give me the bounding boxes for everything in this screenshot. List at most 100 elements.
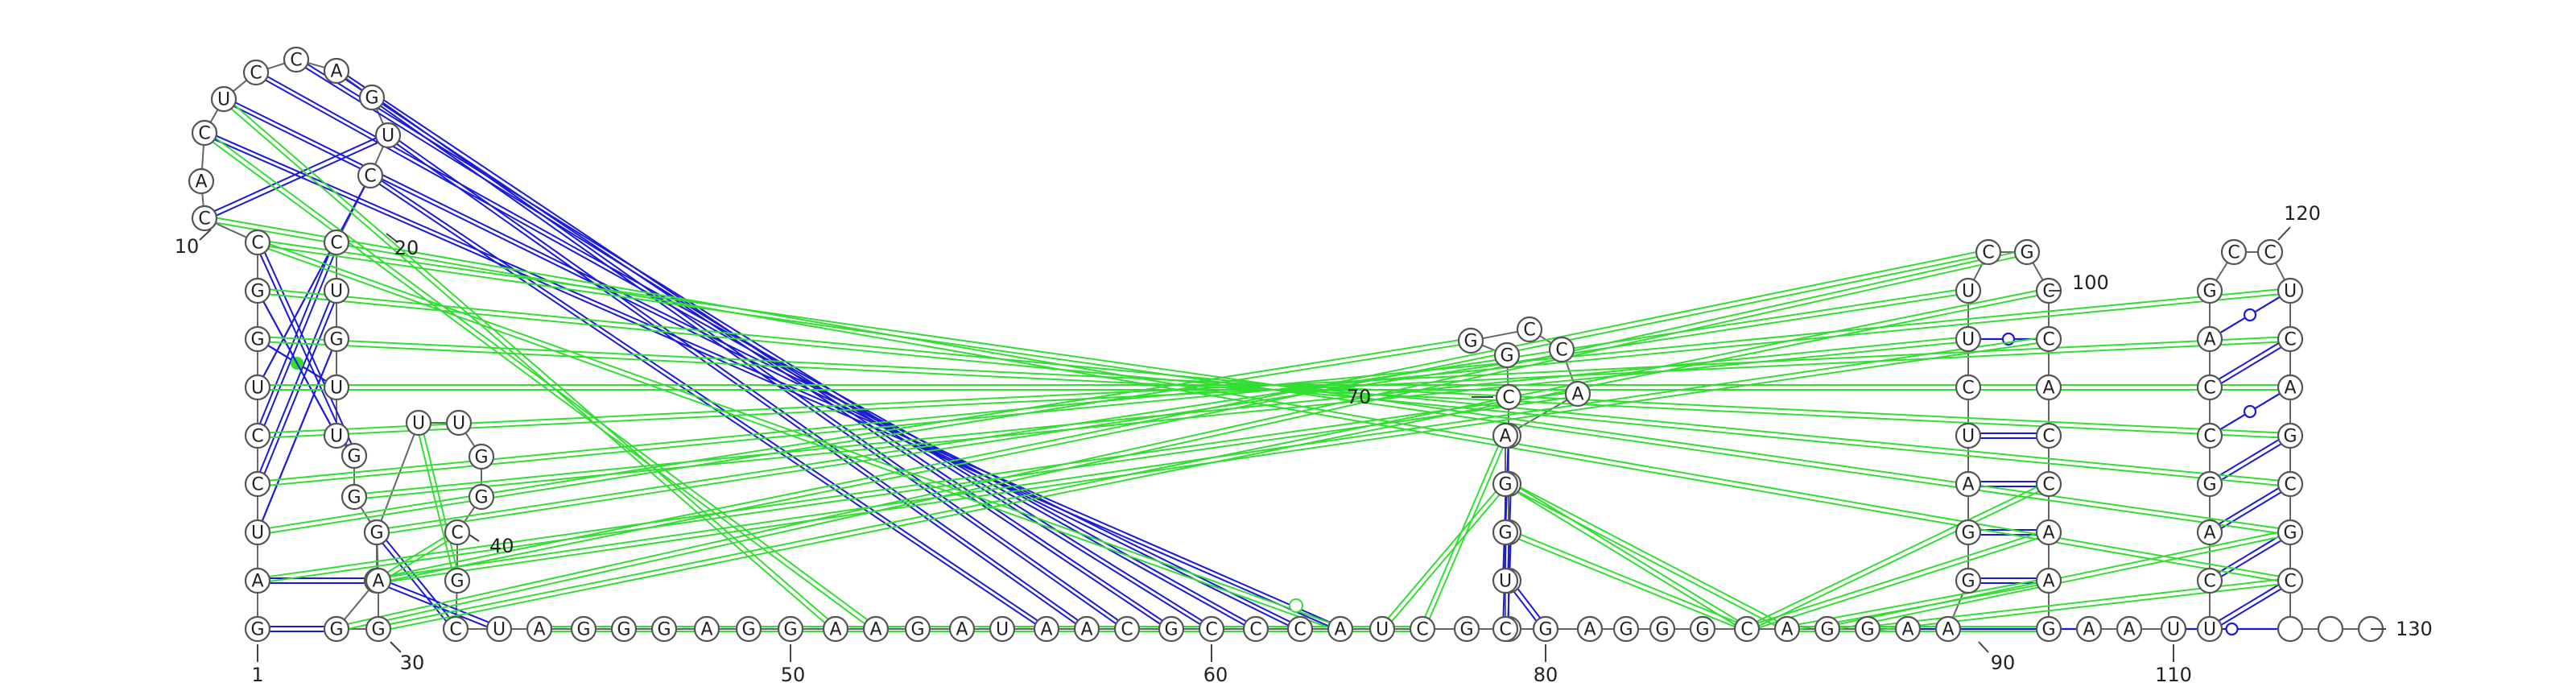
- nucleotide-33: U: [405, 409, 432, 437]
- nucleotide-70: G: [1493, 341, 1521, 369]
- nucleotide-letter: A: [251, 572, 263, 592]
- nucleotide-letter: U: [217, 90, 230, 110]
- nucleotide-16: A: [323, 57, 350, 85]
- nucleotide-letter: G: [783, 620, 797, 640]
- nucleotide-layer: GAUCCUGGCCACUCCAGUCCUGUUGGCGGGAGUUGGCGCU…: [188, 46, 2384, 643]
- numbering-tick: [390, 641, 402, 653]
- nucleotide-letter: C: [364, 167, 376, 187]
- nucleotide-letter: U: [251, 523, 264, 544]
- nucleotide-circle: [442, 615, 469, 643]
- nucleotide-75: A: [1492, 422, 1519, 449]
- numbering-text: 80: [1534, 664, 1558, 686]
- numbering-text: 110: [2155, 664, 2192, 686]
- nucleotide-104: C: [2035, 470, 2062, 498]
- nucleotide-42: G: [570, 615, 597, 643]
- nucleotide-circle: [1409, 615, 1436, 643]
- nucleotide-letter: G: [1655, 620, 1669, 640]
- nucleotide-circle: [323, 374, 350, 401]
- nucleotide-120: C: [2256, 238, 2284, 266]
- base-pair: [259, 254, 348, 446]
- nucleotide-103: C: [2035, 422, 2062, 449]
- nucleotide-114: G: [2196, 470, 2223, 498]
- nucleotide-32: G: [363, 519, 390, 546]
- nucleotide-3: U: [244, 519, 271, 546]
- nucleotide-circle: [468, 483, 495, 511]
- nucleotide-2: A: [244, 567, 271, 594]
- nucleotide-8: G: [244, 277, 271, 304]
- nucleotide-circle: [2035, 325, 2062, 353]
- numbering-text: 40: [489, 535, 514, 557]
- nucleotide-letter: U: [412, 414, 425, 434]
- nucleotide-80: G: [1532, 615, 1559, 643]
- nucleotide-circle: [2277, 374, 2304, 401]
- nucleotide-115: C: [2196, 422, 2223, 449]
- nucleotide-51: A: [948, 615, 976, 643]
- base-pair: [262, 300, 332, 426]
- nucleotide-letter: G: [250, 330, 264, 350]
- nucleotide-6: U: [244, 374, 271, 401]
- long-range-base-pair: [307, 63, 1203, 622]
- numbering-text: 120: [2284, 202, 2321, 225]
- nucleotide-127: C: [2277, 567, 2304, 594]
- tertiary-interaction: [215, 137, 869, 621]
- numbering-label: 100: [2049, 271, 2109, 294]
- nucleotide-81: A: [1576, 615, 1604, 643]
- numbering-label: 40: [469, 534, 514, 557]
- nucleotide-circle: [468, 443, 495, 470]
- nucleotide-circle: [191, 119, 218, 147]
- numbering-label: 80: [1534, 644, 1558, 686]
- nucleotide-letter: G: [474, 448, 488, 468]
- nucleotide-circle: [650, 615, 678, 643]
- nucleotide-letter: C: [1502, 388, 1514, 408]
- base-pair: [382, 542, 447, 622]
- nucleotide-107: G: [2035, 615, 2062, 643]
- nucleotide-letter: C: [451, 523, 463, 544]
- base-pair: [2220, 491, 2282, 529]
- nucleotide-119: C: [2220, 238, 2248, 266]
- base-pair: [258, 300, 331, 473]
- nucleotide-58: C: [1242, 615, 1269, 643]
- nucleotide-circle: [526, 615, 553, 643]
- base-pair: [263, 302, 336, 474]
- nucleotide-letter: G: [657, 620, 671, 640]
- nucleotide-letter: G: [371, 620, 385, 640]
- nucleotide-49: A: [862, 615, 890, 643]
- nucleotide-106: A: [2035, 567, 2062, 594]
- nucleotide-48: A: [822, 615, 849, 643]
- tertiary-interaction: [1519, 487, 1739, 622]
- nucleotide-13: U: [210, 85, 237, 113]
- nucleotide-letter: G: [369, 523, 383, 544]
- nucleotide-circle: [1612, 615, 1640, 643]
- tertiary-interaction: [349, 256, 2017, 630]
- base-pair: [2218, 584, 2280, 622]
- nucleotide-letter: G: [474, 488, 488, 508]
- nucleotide-letter: G: [741, 620, 755, 640]
- tertiary-interaction: [233, 104, 829, 620]
- nucleotide-76: G: [1492, 470, 1519, 498]
- tertiary-interaction: [1517, 491, 1736, 626]
- nucleotide-45: A: [693, 615, 720, 643]
- numbering-text: 90: [1991, 652, 2016, 674]
- nucleotide-letter: U: [330, 379, 343, 399]
- nucleotide-circle: [1493, 341, 1521, 369]
- nucleotide-circle: [2035, 374, 2062, 401]
- backbone-segment: [232, 79, 248, 93]
- nucleotide-25: G: [341, 442, 368, 470]
- nucleotide-circle: [358, 84, 386, 111]
- nucleotide-letter: C: [2203, 379, 2215, 399]
- nucleotide-79: C: [1492, 615, 1519, 643]
- nucleotide-94: U: [1955, 422, 1982, 449]
- nucleotide-letter: U: [1962, 427, 1975, 447]
- tertiary-interaction: [390, 337, 2037, 577]
- nucleotide-letter: A: [2042, 572, 2054, 592]
- nucleotide-letter: A: [1901, 620, 1913, 640]
- nucleotide-letter: C: [251, 475, 263, 495]
- tertiary-interaction: [267, 247, 1329, 628]
- numbering-text: 50: [781, 664, 806, 686]
- nucleotide-circle: [244, 374, 271, 401]
- nucleotide-letter: A: [330, 62, 342, 82]
- nucleotide-circle: [570, 615, 597, 643]
- nucleotide-7: G: [244, 325, 271, 353]
- nucleotide-circle: [323, 229, 350, 256]
- nucleotide-circle: [1814, 615, 1841, 643]
